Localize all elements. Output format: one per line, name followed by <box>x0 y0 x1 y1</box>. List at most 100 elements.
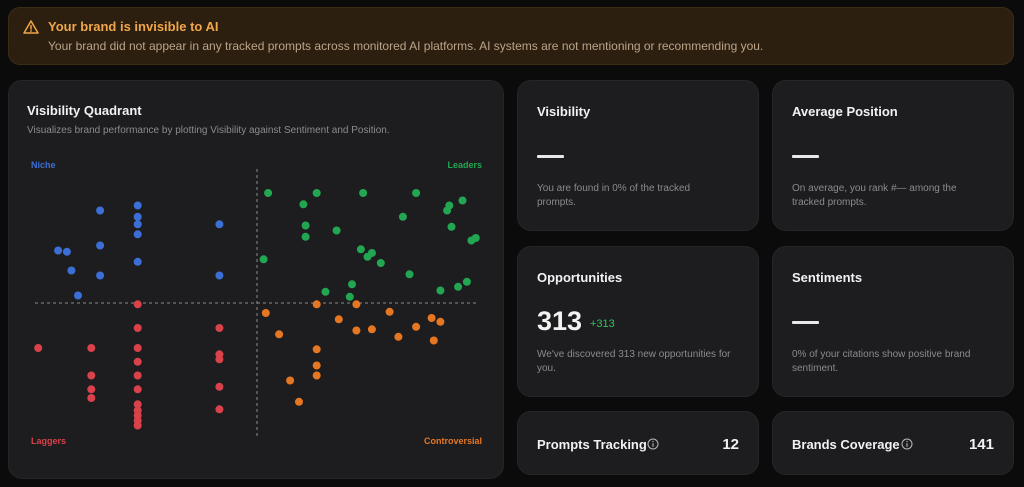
visibility-value-dash <box>537 155 564 158</box>
controversial-point[interactable] <box>312 345 321 354</box>
laggers-point[interactable] <box>215 355 224 364</box>
leaders-point[interactable] <box>359 189 368 197</box>
sentiments-value-dash <box>792 321 819 324</box>
niche-point[interactable] <box>133 230 142 239</box>
leaders-point[interactable] <box>348 280 356 289</box>
laggers-point[interactable] <box>215 324 224 332</box>
niche-point[interactable] <box>74 291 82 300</box>
brands-coverage-card: Brands Coverage 141 <box>772 411 1014 475</box>
leaders-point[interactable] <box>458 196 467 205</box>
brands-coverage-label: Brands Coverage <box>792 437 900 452</box>
laggers-label: Laggers <box>31 436 66 446</box>
leaders-point[interactable] <box>264 189 273 197</box>
leaders-point[interactable] <box>367 249 376 257</box>
niche-point[interactable] <box>67 266 76 275</box>
niche-point[interactable] <box>133 201 142 210</box>
niche-point[interactable] <box>133 220 142 229</box>
laggers-point[interactable] <box>133 421 142 430</box>
laggers-point[interactable] <box>215 382 224 391</box>
niche-point[interactable] <box>96 241 105 250</box>
invisible-warning-banner: Your brand is invisible to AI Your brand… <box>8 7 1014 65</box>
leaders-point[interactable] <box>345 292 354 301</box>
leaders-point[interactable] <box>301 232 310 241</box>
controversial-point[interactable] <box>312 371 321 380</box>
controversial-point[interactable] <box>261 309 270 317</box>
leaders-point[interactable] <box>332 226 341 235</box>
laggers-point[interactable] <box>87 394 96 402</box>
leaders-point[interactable] <box>312 189 321 197</box>
leaders-point[interactable] <box>321 287 330 296</box>
leaders-point[interactable] <box>462 277 471 286</box>
leaders-point[interactable] <box>405 270 414 279</box>
opportunities-card: Opportunities 313 +313 We've discovered … <box>517 246 759 397</box>
niche-point[interactable] <box>133 212 142 221</box>
laggers-point[interactable] <box>133 324 142 332</box>
niche-point[interactable] <box>96 206 105 215</box>
niche-point[interactable] <box>215 271 224 280</box>
visibility-quadrant-card: Visibility Quadrant Visualizes brand per… <box>8 80 504 479</box>
leaders-point[interactable] <box>398 212 407 221</box>
controversial-point[interactable] <box>312 300 321 309</box>
laggers-point[interactable] <box>87 371 96 380</box>
niche-point[interactable] <box>62 247 71 256</box>
niche-point[interactable] <box>133 257 142 266</box>
visibility-card: Visibility You are found in 0% of the tr… <box>517 80 759 231</box>
sentiments-card: Sentiments 0% of your citations show pos… <box>772 246 1014 397</box>
controversial-point[interactable] <box>429 336 438 345</box>
controversial-point[interactable] <box>312 361 321 370</box>
niche-point[interactable] <box>215 220 224 229</box>
controversial-point[interactable] <box>367 325 376 334</box>
quadrant-title: Visibility Quadrant <box>27 103 142 118</box>
laggers-point[interactable] <box>133 400 142 409</box>
leaders-label: Leaders <box>447 160 482 170</box>
info-icon[interactable] <box>647 438 659 450</box>
average-position-title: Average Position <box>792 104 898 119</box>
laggers-point[interactable] <box>133 344 142 352</box>
controversial-point[interactable] <box>295 397 303 406</box>
leaders-point[interactable] <box>356 245 365 254</box>
leaders-point[interactable] <box>301 221 310 230</box>
controversial-label: Controversial <box>424 436 482 446</box>
laggers-point[interactable] <box>34 344 43 352</box>
leaders-point[interactable] <box>471 234 480 242</box>
opportunities-delta: +313 <box>590 318 615 330</box>
leaders-point[interactable] <box>412 189 421 197</box>
controversial-point[interactable] <box>352 300 361 309</box>
controversial-point[interactable] <box>352 326 361 335</box>
controversial-point[interactable] <box>427 314 436 322</box>
laggers-point[interactable] <box>87 344 96 352</box>
controversial-point[interactable] <box>412 322 421 331</box>
leaders-point[interactable] <box>454 282 463 291</box>
controversial-point[interactable] <box>275 330 284 339</box>
opportunities-value: 313 <box>537 306 583 336</box>
laggers-point[interactable] <box>133 385 142 394</box>
banner-description: Your brand did not appear in any tracked… <box>48 39 764 53</box>
niche-point[interactable] <box>54 246 63 255</box>
leaders-point[interactable] <box>299 200 308 209</box>
leaders-point[interactable] <box>436 286 445 295</box>
controversial-point[interactable] <box>286 376 295 385</box>
visibility-description: You are found in 0% of the tracked promp… <box>537 183 691 208</box>
leaders-point[interactable] <box>447 222 456 231</box>
laggers-point[interactable] <box>87 385 96 394</box>
average-position-value-dash <box>792 155 819 158</box>
visibility-title: Visibility <box>537 104 591 119</box>
controversial-point[interactable] <box>394 332 403 341</box>
laggers-point[interactable] <box>133 357 142 366</box>
leaders-point[interactable] <box>445 201 454 210</box>
leaders-point[interactable] <box>259 255 268 264</box>
controversial-point[interactable] <box>385 307 394 316</box>
laggers-point[interactable] <box>133 300 142 309</box>
leaders-point[interactable] <box>376 259 385 267</box>
quadrant-description: Visualizes brand performance by plotting… <box>27 125 390 136</box>
laggers-point[interactable] <box>215 405 224 414</box>
controversial-point[interactable] <box>436 317 445 326</box>
prompts-tracking-label: Prompts Tracking <box>537 437 647 452</box>
controversial-point[interactable] <box>334 315 343 324</box>
banner-title: Your brand is invisible to AI <box>48 19 219 34</box>
info-icon[interactable] <box>901 438 913 450</box>
niche-point[interactable] <box>96 271 105 280</box>
laggers-point[interactable] <box>133 371 142 380</box>
prompts-tracking-value: 12 <box>722 436 739 453</box>
brands-coverage-value: 141 <box>968 436 994 453</box>
